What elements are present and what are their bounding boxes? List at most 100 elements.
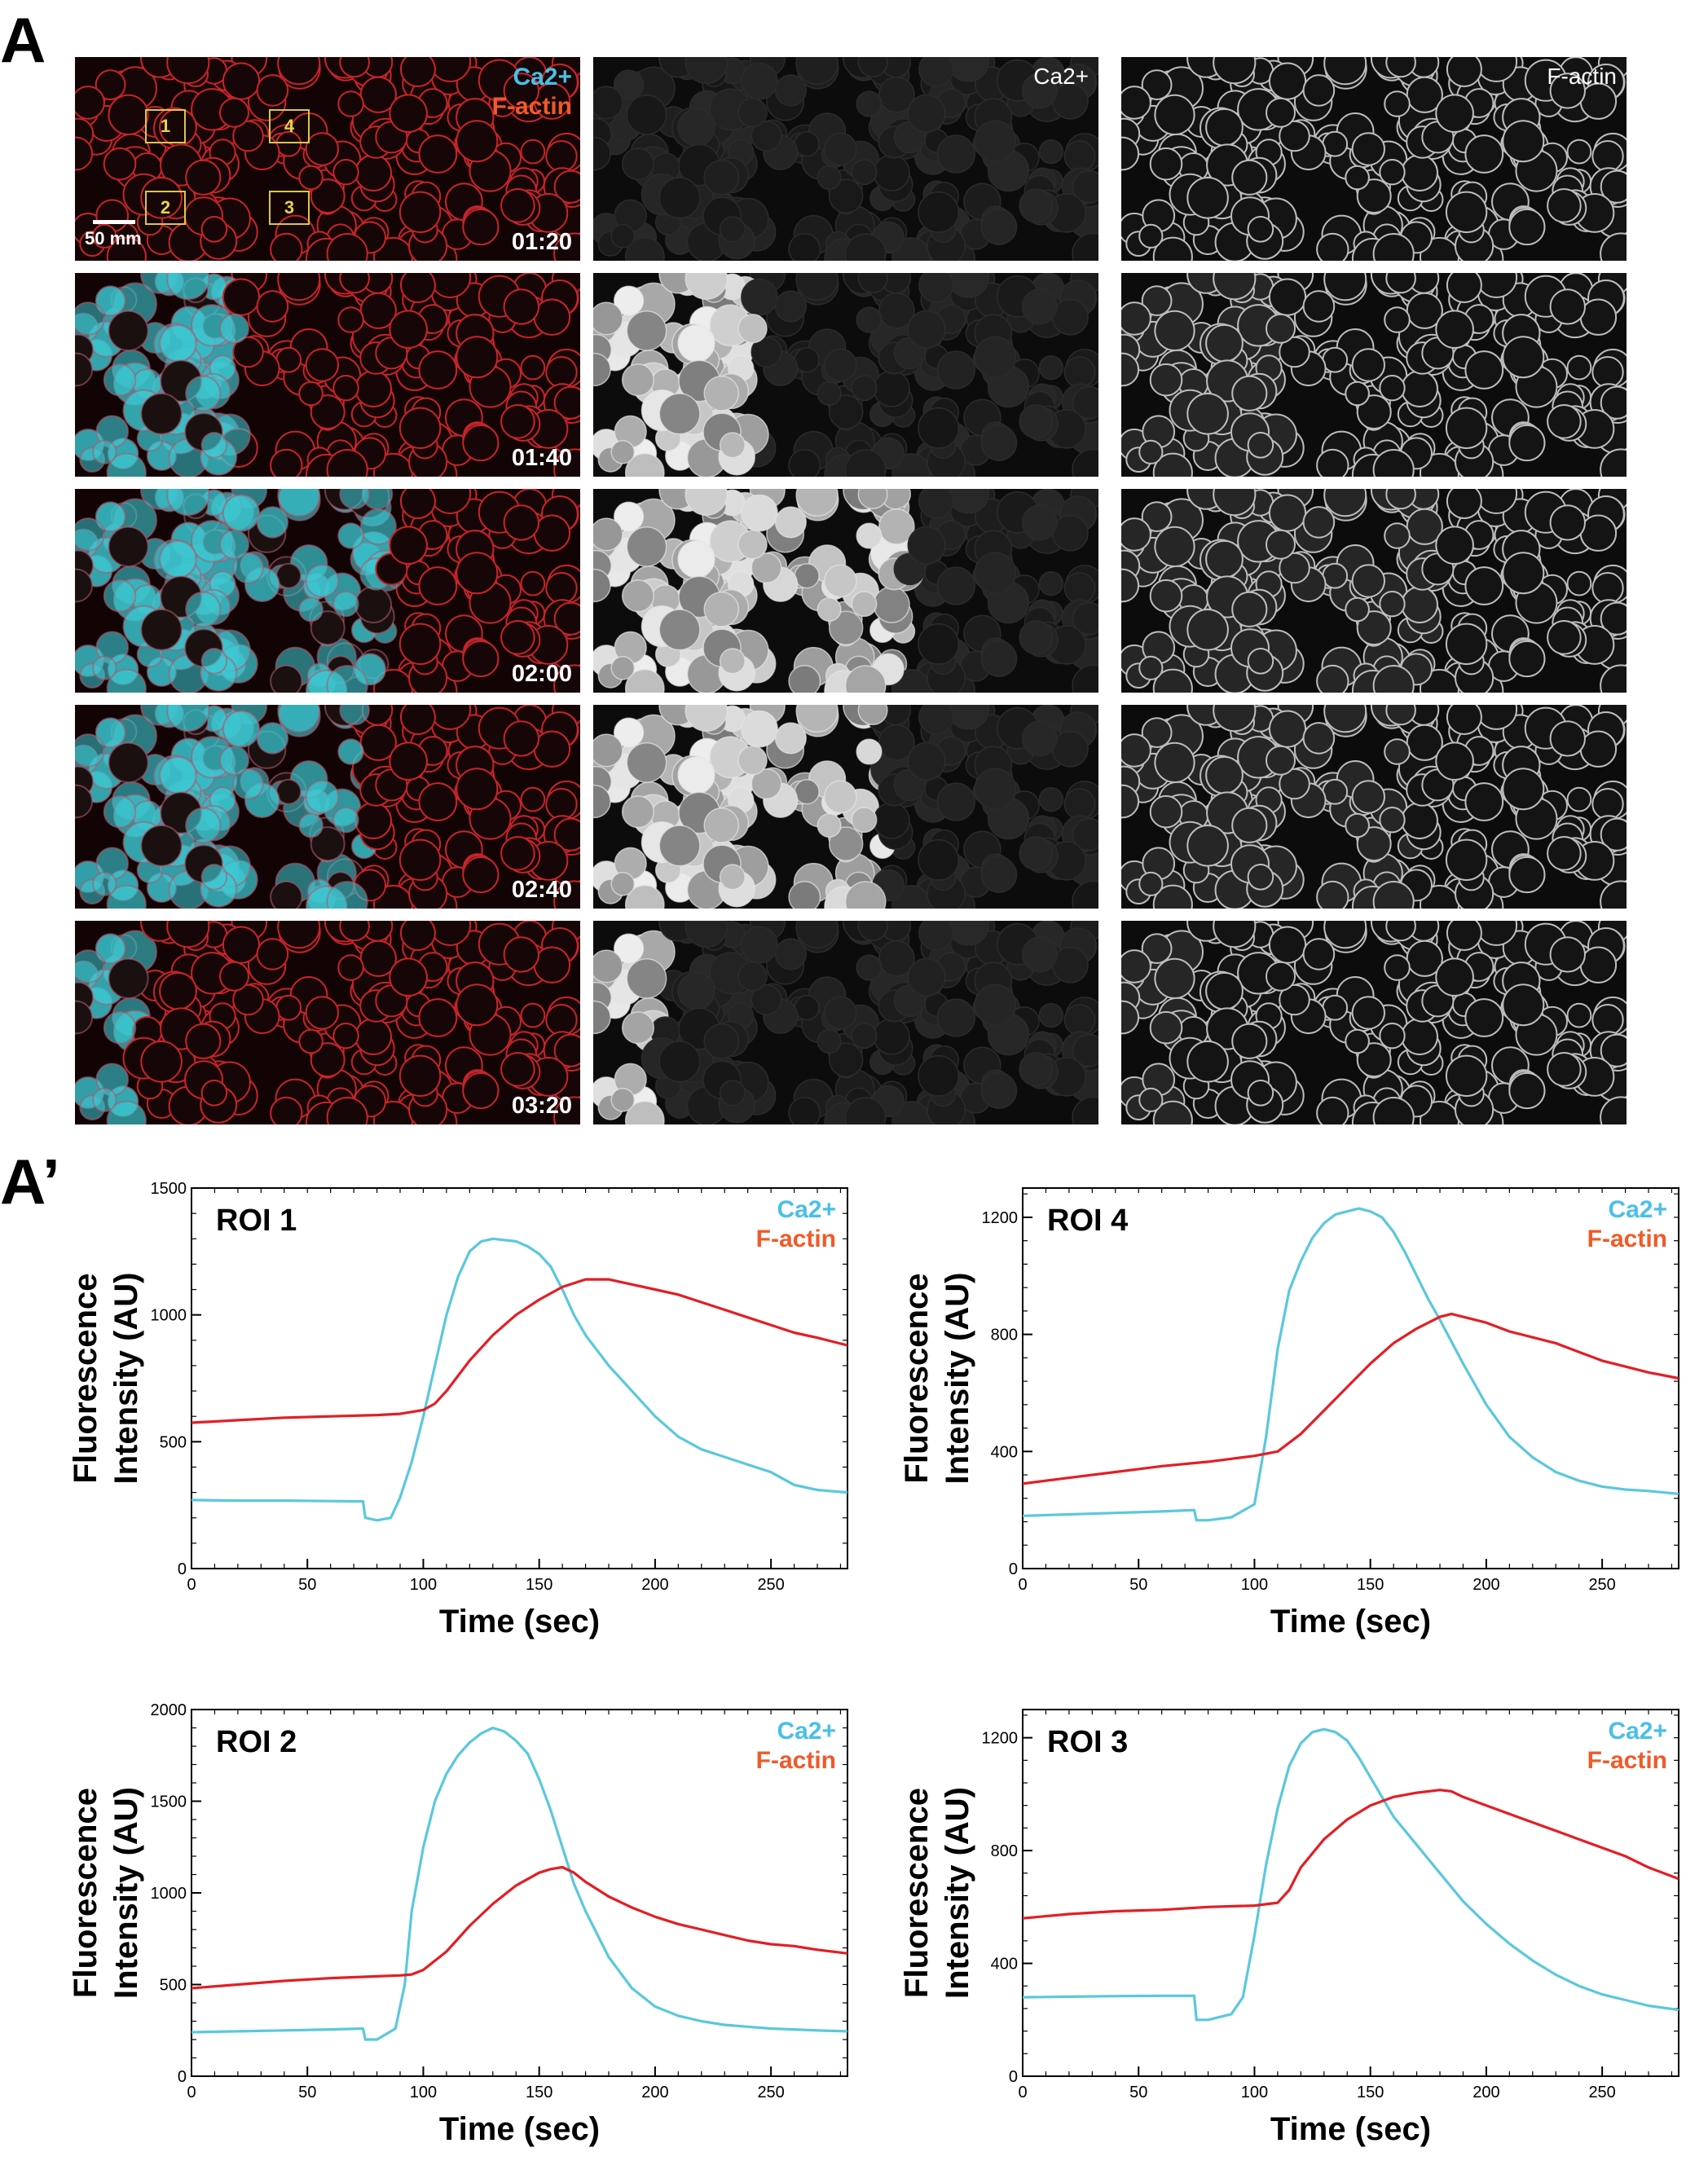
x-tick-label: 250 xyxy=(757,2084,784,2101)
y-axis-label: Intensity (AU) xyxy=(108,1273,144,1485)
roi-box-4: 4 xyxy=(269,109,310,143)
timestamp-label: 01:20 xyxy=(511,229,572,255)
x-tick-label: 200 xyxy=(1472,2084,1499,2101)
x-tick-label: 150 xyxy=(526,2084,552,2101)
x-tick-label: 50 xyxy=(1129,2084,1147,2101)
y-tick-label: 400 xyxy=(991,1443,1018,1461)
y-tick-label: 1200 xyxy=(982,1730,1019,1748)
chart-roi-1: 0 50 100 150 200 250 0 500 1000 1500 ROI 1 Ca2+ F-ac… xyxy=(57,1173,872,1662)
image-row-0240: 02:40 xyxy=(75,705,1630,909)
image-row-0320: 03:20 xyxy=(75,921,1630,1124)
ca-image-tile xyxy=(593,921,1098,1124)
ca-image-tile xyxy=(593,273,1098,477)
x-tick-label: 100 xyxy=(410,2084,437,2101)
series-line-factin xyxy=(1022,1789,1679,1920)
panel-label-a: A xyxy=(0,4,46,76)
image-row-0120: Ca2+ F-actin 1 4 2 3 50 mm 01:20 Ca2+ F-actin xyxy=(75,57,1630,261)
factin-image-tile xyxy=(1121,489,1627,693)
x-axis-label: Time (sec) xyxy=(1270,1604,1431,1639)
y-axis-label: Intensity (AU) xyxy=(108,1787,144,1999)
x-tick-label: 0 xyxy=(1018,2084,1027,2101)
timestamp-label: 03:20 xyxy=(511,1093,572,1119)
line-chart-svg: 0 50 100 150 200 250 0 500 1000 1500 2000 ROI 2 Ca2+… xyxy=(68,1701,848,2147)
x-tick-label: 200 xyxy=(1472,1576,1499,1594)
legend-entry: F-actin xyxy=(1587,1747,1667,1774)
x-tick-label: 250 xyxy=(1588,1576,1615,1594)
y-axis-label: Intensity (AU) xyxy=(940,1787,975,1999)
roi-box-2: 2 xyxy=(145,191,186,225)
line-chart-svg: 0 50 100 150 200 250 0 500 1000 1500 ROI 1 Ca2+ F-ac… xyxy=(68,1180,848,1639)
series-line-ca xyxy=(1022,1727,1679,2022)
chart-title: ROI 2 xyxy=(216,1725,297,1759)
series-line-ca xyxy=(191,1237,848,1522)
y-tick-label: 0 xyxy=(178,1560,187,1578)
line-chart-svg: 0 50 100 150 200 250 0 400 800 1200 ROI 3 Ca2+F-act… xyxy=(899,1709,1679,2147)
merged-factin-label: F-actin xyxy=(491,93,572,120)
image-row-0140: 01:40 xyxy=(75,273,1630,477)
ca-image-tile xyxy=(593,705,1098,909)
x-axis-label: Time (sec) xyxy=(439,1604,600,1639)
plot-frame xyxy=(191,1709,848,2077)
series-line-ca xyxy=(1022,1207,1679,1522)
y-tick-label: 400 xyxy=(991,1956,1018,1974)
x-tick-label: 0 xyxy=(1018,1576,1027,1594)
merged-image-tile: 02:40 xyxy=(75,705,580,909)
y-tick-label: 1000 xyxy=(151,1885,187,1903)
series-line-ca xyxy=(191,1726,848,2041)
roi-box-1: 1 xyxy=(145,109,186,143)
roi-box-3: 3 xyxy=(269,191,310,225)
merged-image-tile: 03:20 xyxy=(75,921,580,1124)
x-tick-label: 100 xyxy=(410,1576,437,1594)
y-tick-label: 800 xyxy=(991,1327,1018,1344)
ca-column-label: Ca2+ xyxy=(1033,64,1089,89)
legend-entry: Ca2+ xyxy=(1608,1196,1667,1223)
series-line-factin xyxy=(191,1278,848,1424)
y-tick-label: 0 xyxy=(1009,1560,1018,1578)
legend-entry: Ca2+ xyxy=(1608,1718,1667,1745)
chart-title: ROI 3 xyxy=(1047,1725,1128,1759)
x-tick-label: 100 xyxy=(1241,2084,1268,2101)
x-tick-label: 250 xyxy=(757,1576,784,1594)
merged-image-tile: Ca2+ F-actin 1 4 2 3 50 mm 01:20 xyxy=(75,57,580,261)
merged-image-tile: 01:40 xyxy=(75,273,580,477)
legend-entry: F-actin xyxy=(756,1226,836,1252)
ca-image-tile: Ca2+ xyxy=(593,57,1098,261)
y-tick-label: 800 xyxy=(991,1842,1018,1860)
legend-entry: Ca2+ xyxy=(777,1718,836,1745)
scale-bar-label: 50 mm xyxy=(85,228,142,249)
x-tick-label: 250 xyxy=(1588,2084,1615,2101)
legend-entry: Ca2+ xyxy=(777,1196,836,1223)
timestamp-label: 01:40 xyxy=(511,445,572,471)
x-tick-label: 50 xyxy=(1129,1576,1147,1594)
y-tick-label: 1500 xyxy=(151,1180,187,1198)
chart-title: ROI 4 xyxy=(1047,1204,1128,1238)
x-tick-label: 50 xyxy=(298,2084,316,2101)
y-tick-label: 500 xyxy=(160,1977,187,1995)
factin-image-tile xyxy=(1121,921,1627,1124)
x-tick-label: 100 xyxy=(1241,1576,1268,1594)
image-row-0200: 02:00 xyxy=(75,489,1630,693)
timestamp-label: 02:00 xyxy=(511,661,572,687)
series-line-factin xyxy=(1022,1312,1679,1485)
x-tick-label: 50 xyxy=(298,1576,316,1594)
series-line-factin xyxy=(191,1865,848,1990)
y-tick-label: 2000 xyxy=(151,1701,187,1719)
merged-image-tile: 02:00 xyxy=(75,489,580,693)
y-tick-label: 0 xyxy=(1009,2068,1018,2086)
chart-roi-4: 0 50 100 150 200 250 0 400 800 1200 ROI 4 Ca2+ F-act… xyxy=(888,1173,1703,1662)
y-axis-label: Intensity (AU) xyxy=(940,1273,975,1485)
x-tick-label: 150 xyxy=(1357,2084,1384,2101)
factin-image-tile xyxy=(1121,705,1627,909)
scale-bar xyxy=(93,220,135,224)
y-axis-label: Fluorescence xyxy=(899,1788,935,1998)
legend-entry: F-actin xyxy=(1587,1226,1667,1252)
plot-frame xyxy=(191,1187,848,1569)
x-tick-label: 200 xyxy=(641,1576,668,1594)
chart-title: ROI 1 xyxy=(216,1204,297,1238)
x-axis-label: Time (sec) xyxy=(1270,2111,1431,2147)
factin-column-label: F-actin xyxy=(1547,64,1617,89)
factin-image-tile: F-actin xyxy=(1121,57,1627,261)
x-tick-label: 0 xyxy=(187,2084,196,2101)
x-tick-label: 150 xyxy=(526,1576,552,1594)
line-chart-svg: 0 50 100 150 200 250 0 400 800 1200 ROI 4 Ca2+ F-act… xyxy=(899,1187,1679,1639)
